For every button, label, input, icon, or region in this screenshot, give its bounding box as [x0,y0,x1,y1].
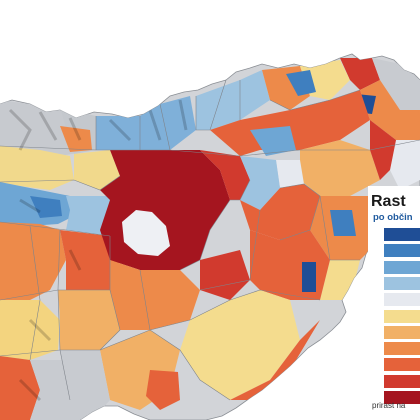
region-se-darkblue [302,262,316,292]
region-ne-white [390,140,420,190]
legend-swatch-1 [384,244,420,258]
legend-swatch-2 [384,260,420,274]
region-sw-red [0,356,40,420]
legend-source: prirast na [372,401,406,410]
region-ec-lightblue [240,156,280,210]
legend-swatch-3 [384,276,420,290]
region-nc-orange [60,126,92,152]
legend-subtitle: po občin [373,212,413,223]
region-sw-yellow [0,300,60,360]
legend-swatch-8 [384,358,420,372]
region-ec-red [210,90,370,156]
legend-swatch-7 [384,342,420,356]
region-s-red [146,370,180,410]
legend-swatch-6 [384,325,420,339]
region-ec-orange [300,140,380,196]
region-sw-orange [0,222,66,300]
region-west-yellow [0,146,74,190]
legend-swatch-0 [384,228,420,241]
region-ne-blue2 [286,70,316,96]
region-s-orange [110,260,200,330]
legend-swatch-9 [384,374,420,388]
region-nc-blue [96,96,196,150]
region-ec-red2 [370,120,396,180]
legend-swatch-4 [384,293,420,307]
terrain-hillshade [8,99,188,402]
region-ne-orange2 [360,80,420,140]
region-ec-white [276,160,304,188]
legend-swatch-10 [384,391,420,404]
region-west-blue2 [30,196,62,218]
region-nc-yellow [74,150,120,190]
region-ne-red [340,58,380,90]
legend-swatch-5 [384,309,420,323]
region-ljubljana-white [122,210,170,256]
municipality-borders [0,79,420,401]
region-s-yellow [180,290,300,400]
region-ec-blue [250,126,296,156]
region-central-red [200,150,250,200]
region-se-blue [330,210,356,236]
region-se-red [240,184,320,240]
region-cw-yellow [58,290,120,350]
region-s-gray [60,350,110,420]
legend-title: Rast [371,193,406,210]
municipality-regions [0,58,420,420]
